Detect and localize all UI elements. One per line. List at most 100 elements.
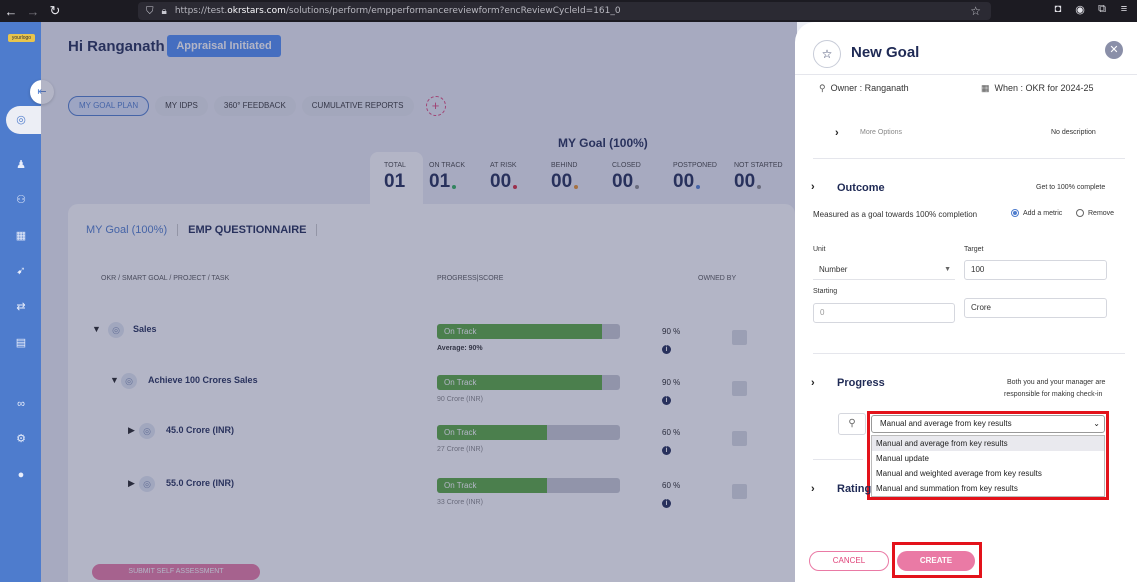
outcome-chevron-icon[interactable]: ›: [811, 181, 815, 193]
logo: yourlogo: [8, 34, 35, 42]
stat-number: 01: [384, 171, 406, 192]
account-icon[interactable]: ◉: [1075, 4, 1085, 16]
highlight-box: [867, 411, 1109, 500]
owner-label: Owner : Ranganath: [830, 83, 909, 93]
cancel-button[interactable]: CANCEL: [809, 551, 889, 571]
more-options-chevron-icon[interactable]: ›: [835, 127, 839, 139]
submit-self-assessment-button[interactable]: SUBMIT SELF ASSESSMENT: [92, 564, 260, 580]
dropdown-option[interactable]: Manual and summation from key results: [876, 484, 1018, 493]
add-metric-radio[interactable]: Add a metric: [1011, 209, 1062, 217]
glasses-icon[interactable]: ∞: [17, 398, 25, 410]
owner-field[interactable]: ⚲ Owner : Ranganath: [819, 83, 909, 94]
address-bar[interactable]: ⛉ 🔒︎ https://test. okrstars.com/solutions…: [138, 2, 991, 20]
stat-value: 01: [429, 171, 484, 193]
collapse-sidebar-button[interactable]: ⇤: [30, 80, 54, 104]
stat-item[interactable]: TOTAL 01: [370, 152, 423, 204]
rating-chevron-icon[interactable]: ›: [811, 483, 815, 495]
pocket-icon[interactable]: ◘: [1054, 3, 1062, 15]
progress-method-select[interactable]: Manual and average from key results ⌄: [871, 415, 1105, 433]
expand-toggle-icon[interactable]: ▶: [128, 478, 135, 488]
owner-avatar[interactable]: [732, 330, 747, 345]
org-icon[interactable]: ♟: [16, 159, 26, 171]
forward-icon[interactable]: →: [26, 3, 40, 19]
reload-icon[interactable]: ↻: [49, 3, 61, 18]
info-icon[interactable]: i: [662, 446, 671, 455]
menu-icon[interactable]: ≡: [1120, 3, 1128, 15]
stat-item[interactable]: POSTPONED 00: [667, 152, 728, 204]
progress-bar-fill: On Track: [437, 375, 602, 390]
tab-emp-questionnaire[interactable]: EMP QUESTIONNAIRE: [178, 224, 318, 236]
report-icon[interactable]: ▤: [15, 337, 27, 349]
goal-table-card: MY Goal (100%) EMP QUESTIONNAIRE OKR / S…: [68, 204, 795, 582]
table-row[interactable]: ▶ ◎ 45.0 Crore (INR) On Track 27 Crore (INR)…: [68, 423, 795, 475]
dropdown-option[interactable]: Manual update: [876, 454, 929, 463]
stat-item[interactable]: NOT STARTED 00: [728, 152, 789, 204]
info-icon[interactable]: i: [662, 345, 671, 354]
stat-item[interactable]: BEHIND 00: [545, 152, 606, 204]
stat-item[interactable]: CLOSED 00: [606, 152, 667, 204]
remove-radio[interactable]: Remove: [1076, 209, 1114, 217]
table-row[interactable]: ▼ ◎ Sales On Track Average: 90% 90 % i: [68, 322, 795, 374]
row-name[interactable]: Sales: [133, 324, 157, 334]
add-tab-button[interactable]: +: [425, 96, 446, 116]
target-icon[interactable]: ◎: [16, 114, 26, 126]
status-dot: [757, 185, 762, 189]
sidebar: yourlogo ◎ ♟ ⚇ ▦ ➹ ⇄ ▤ ∞ ⚙ ●: [0, 22, 46, 582]
bookmark-star-icon[interactable]: ☆: [970, 4, 981, 18]
user-icon[interactable]: ●: [17, 469, 25, 481]
gear-icon[interactable]: ⚙: [16, 433, 26, 445]
table-row[interactable]: ▶ ◎ 55.0 Crore (INR) On Track 33 Crore (INR)…: [68, 476, 795, 528]
goal-star-icon: ☆: [813, 40, 841, 68]
chevron-down-icon: ⌄: [1093, 419, 1100, 428]
back-icon[interactable]: ←: [4, 3, 18, 19]
starting-input[interactable]: 0: [813, 303, 955, 323]
stat-label: POSTPONED: [673, 162, 717, 169]
expand-toggle-icon[interactable]: ▼: [110, 375, 119, 385]
extensions-icon[interactable]: ⧉: [1098, 3, 1106, 15]
description-text[interactable]: No description: [1051, 129, 1096, 136]
stat-item[interactable]: ON TRACK 01: [423, 152, 484, 204]
row-name[interactable]: Achieve 100 Crores Sales: [148, 375, 258, 385]
progress-bar: On Track: [437, 324, 620, 339]
expand-toggle-icon[interactable]: ▼: [92, 324, 101, 334]
tab-my-goal[interactable]: MY Goal (100%): [86, 224, 179, 236]
row-name[interactable]: 55.0 Crore (INR): [166, 478, 235, 488]
info-icon[interactable]: i: [662, 396, 671, 405]
radio-selected[interactable]: [1011, 209, 1019, 217]
main-tabs: MY GOAL PLAN MY IDPS 360° FEEDBACK CUMUL…: [68, 96, 446, 116]
flow-icon[interactable]: ⇄: [16, 301, 26, 313]
dropdown-option[interactable]: Manual and weighted average from key res…: [876, 469, 1042, 478]
create-button[interactable]: CREATE: [897, 551, 975, 571]
scale-input[interactable]: Crore: [964, 298, 1107, 318]
people-icon[interactable]: ⚇: [16, 194, 26, 206]
rocket-icon[interactable]: ➹: [16, 265, 26, 277]
progress-percent: 90 %: [662, 378, 681, 387]
when-field[interactable]: ▦ When : OKR for 2024-25: [981, 83, 1094, 94]
info-icon[interactable]: i: [662, 499, 671, 508]
stat-item[interactable]: AT RISK 00: [484, 152, 545, 204]
table-row[interactable]: ▼ ◎ Achieve 100 Crores Sales On Track 90 Cro…: [68, 373, 795, 425]
progress-chevron-icon[interactable]: ›: [811, 377, 815, 389]
target-input[interactable]: 100: [964, 260, 1107, 280]
modal-backdrop[interactable]: [41, 22, 797, 582]
owner-avatar[interactable]: [732, 431, 747, 446]
expand-toggle-icon[interactable]: ▶: [128, 425, 135, 435]
progress-percent: 60 %: [662, 481, 681, 490]
tab-my-idps[interactable]: MY IDPS: [155, 96, 208, 116]
status-label: On Track: [444, 481, 477, 490]
radio-unselected[interactable]: [1076, 209, 1084, 217]
dropdown-option[interactable]: Manual and average from key results: [872, 436, 1104, 451]
close-button[interactable]: ✕: [1105, 41, 1123, 59]
more-options-link[interactable]: More Options: [860, 129, 903, 136]
unit-select[interactable]: Number ▼: [813, 260, 955, 280]
book-icon[interactable]: ▦: [15, 230, 27, 242]
status-dot: [696, 185, 701, 189]
owner-avatar[interactable]: [732, 484, 747, 499]
row-name[interactable]: 45.0 Crore (INR): [166, 425, 235, 435]
appraisal-status-button[interactable]: Appraisal Initiated: [167, 35, 281, 57]
progress-hint-line1: Both you and your manager are: [1007, 379, 1106, 386]
tab-360-feedback[interactable]: 360° FEEDBACK: [213, 96, 296, 116]
owner-avatar[interactable]: [732, 381, 747, 396]
tab-cumulative-reports[interactable]: CUMULATIVE REPORTS: [301, 96, 414, 116]
tab-my-goal-plan[interactable]: MY GOAL PLAN: [68, 96, 150, 116]
